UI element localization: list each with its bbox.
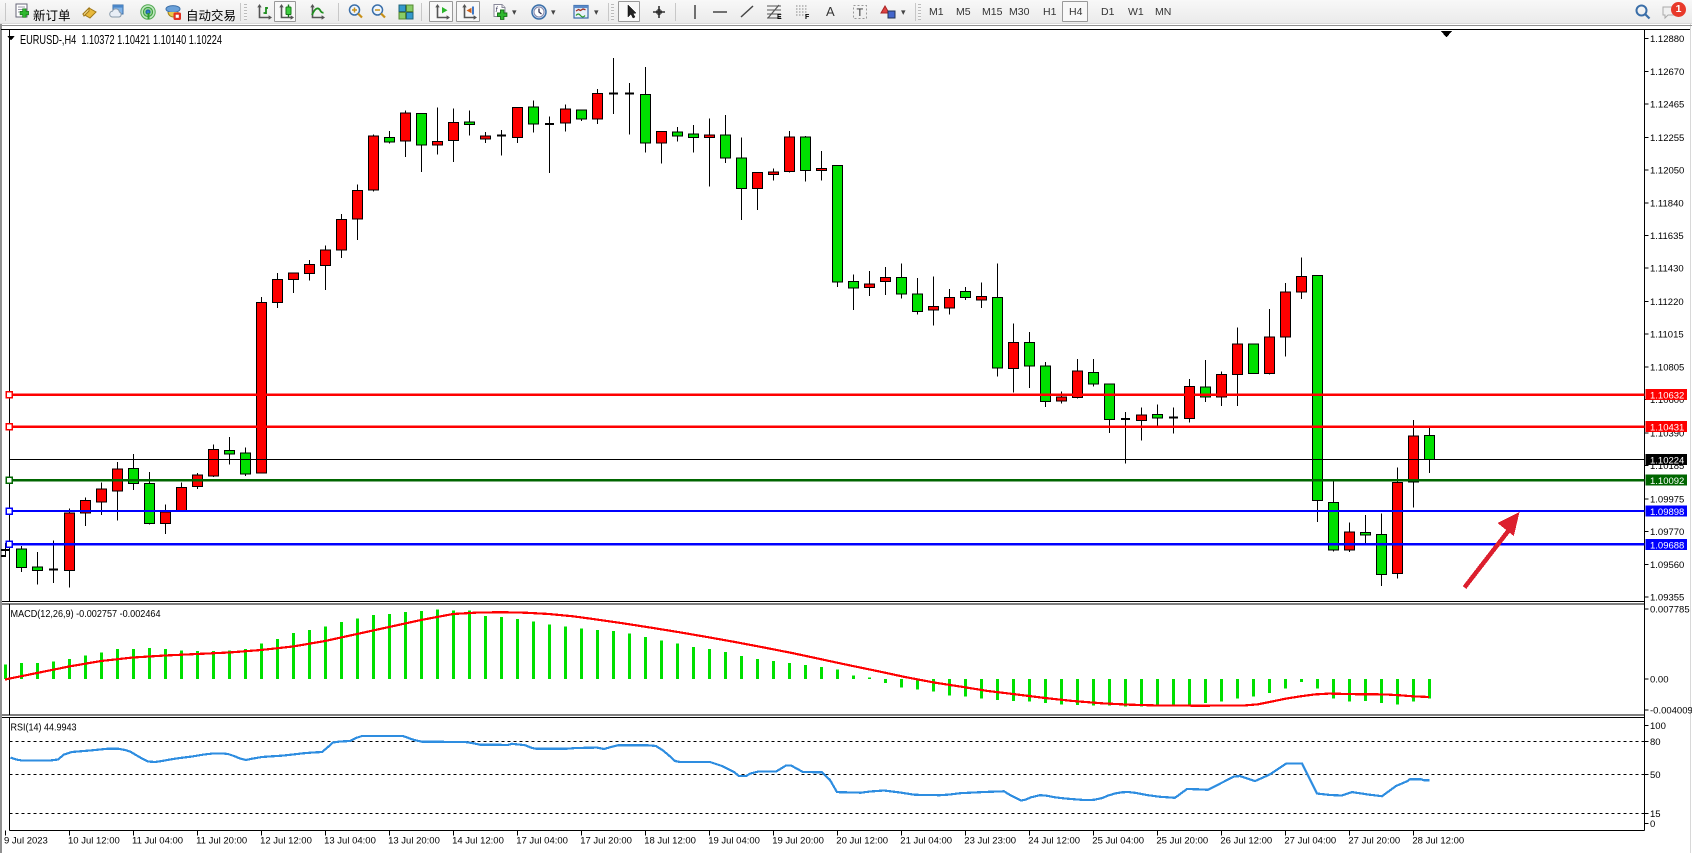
svg-text:1.10431: 1.10431 bbox=[1650, 423, 1684, 434]
svg-text:80: 80 bbox=[1650, 737, 1661, 748]
svg-text:1.11220: 1.11220 bbox=[1650, 297, 1684, 308]
svg-text:1.09355: 1.09355 bbox=[1650, 593, 1684, 604]
svg-text:14 Jul 12:00: 14 Jul 12:00 bbox=[452, 836, 504, 847]
svg-text:MACD(12,26,9) -0.002757 -0.002: MACD(12,26,9) -0.002757 -0.002464 bbox=[11, 608, 161, 620]
svg-text:1.10224: 1.10224 bbox=[1650, 455, 1684, 466]
svg-text:0.00: 0.00 bbox=[1650, 674, 1669, 685]
svg-text:1.10185: 1.10185 bbox=[1650, 461, 1684, 472]
svg-text:1.10805: 1.10805 bbox=[1650, 363, 1684, 374]
svg-text:F: F bbox=[805, 14, 810, 21]
svg-text:25 Jul 20:00: 25 Jul 20:00 bbox=[1156, 836, 1208, 847]
svg-text:1.11430: 1.11430 bbox=[1650, 264, 1684, 275]
svg-text:0.007785: 0.007785 bbox=[1650, 605, 1690, 616]
svg-text:1.11015: 1.11015 bbox=[1650, 330, 1684, 341]
svg-text:11 Jul 04:00: 11 Jul 04:00 bbox=[132, 836, 183, 847]
svg-text:18 Jul 12:00: 18 Jul 12:00 bbox=[644, 836, 696, 847]
svg-text:1.12255: 1.12255 bbox=[1650, 133, 1684, 144]
svg-text:1.11635: 1.11635 bbox=[1650, 231, 1684, 242]
svg-text:11 Jul 20:00: 11 Jul 20:00 bbox=[196, 836, 247, 847]
svg-text:1.10600: 1.10600 bbox=[1650, 395, 1684, 406]
svg-text:23 Jul 23:00: 23 Jul 23:00 bbox=[964, 836, 1016, 847]
svg-text:1.10092: 1.10092 bbox=[1650, 476, 1684, 487]
svg-text:1.11840: 1.11840 bbox=[1650, 199, 1684, 210]
svg-text:1.10632: 1.10632 bbox=[1650, 391, 1684, 402]
svg-text:12 Jul 12:00: 12 Jul 12:00 bbox=[260, 836, 312, 847]
svg-text:1.09560: 1.09560 bbox=[1650, 560, 1684, 571]
svg-text:RSI(14) 44.9943: RSI(14) 44.9943 bbox=[11, 722, 77, 734]
svg-text:-0.004009: -0.004009 bbox=[1650, 706, 1692, 717]
svg-text:19 Jul 04:00: 19 Jul 04:00 bbox=[708, 836, 760, 847]
svg-text:1.10390: 1.10390 bbox=[1650, 429, 1684, 440]
svg-text:15: 15 bbox=[1650, 809, 1661, 820]
svg-text:25 Jul 04:00: 25 Jul 04:00 bbox=[1092, 836, 1144, 847]
svg-text:1.12670: 1.12670 bbox=[1650, 67, 1684, 78]
svg-text:27 Jul 20:00: 27 Jul 20:00 bbox=[1348, 836, 1400, 847]
svg-text:24 Jul 12:00: 24 Jul 12:00 bbox=[1028, 836, 1080, 847]
svg-text:21 Jul 04:00: 21 Jul 04:00 bbox=[900, 836, 952, 847]
svg-text:19 Jul 20:00: 19 Jul 20:00 bbox=[772, 836, 824, 847]
svg-text:50: 50 bbox=[1650, 770, 1661, 781]
svg-text:EURUSD-,H4 1.10372 1.10421 1.: EURUSD-,H4 1.10372 1.10421 1.10140 1.102… bbox=[20, 32, 222, 47]
svg-text:1.12465: 1.12465 bbox=[1650, 100, 1684, 111]
svg-text:0: 0 bbox=[1650, 819, 1655, 830]
svg-text:1.12880: 1.12880 bbox=[1650, 34, 1684, 45]
svg-text:1.12050: 1.12050 bbox=[1650, 165, 1684, 176]
svg-text:100: 100 bbox=[1650, 721, 1666, 732]
svg-text:1.09688: 1.09688 bbox=[1650, 540, 1684, 551]
svg-text:28 Jul 12:00: 28 Jul 12:00 bbox=[1412, 836, 1464, 847]
svg-text:1.09770: 1.09770 bbox=[1650, 527, 1684, 538]
svg-text:1.09975: 1.09975 bbox=[1650, 494, 1684, 505]
svg-text:26 Jul 12:00: 26 Jul 12:00 bbox=[1220, 836, 1272, 847]
svg-text:1.09898: 1.09898 bbox=[1650, 507, 1684, 518]
svg-text:20 Jul 12:00: 20 Jul 12:00 bbox=[836, 836, 888, 847]
svg-text:13 Jul 20:00: 13 Jul 20:00 bbox=[388, 836, 440, 847]
svg-text:27 Jul 04:00: 27 Jul 04:00 bbox=[1284, 836, 1336, 847]
svg-text:T: T bbox=[857, 7, 864, 19]
svg-text:17 Jul 20:00: 17 Jul 20:00 bbox=[580, 836, 632, 847]
svg-text:9 Jul 2023: 9 Jul 2023 bbox=[4, 836, 48, 847]
svg-text:13 Jul 04:00: 13 Jul 04:00 bbox=[324, 836, 376, 847]
svg-text:17 Jul 04:00: 17 Jul 04:00 bbox=[516, 836, 568, 847]
svg-text:10 Jul 12:00: 10 Jul 12:00 bbox=[68, 836, 120, 847]
svg-text:E: E bbox=[777, 14, 782, 21]
svg-text:f: f bbox=[496, 7, 499, 14]
